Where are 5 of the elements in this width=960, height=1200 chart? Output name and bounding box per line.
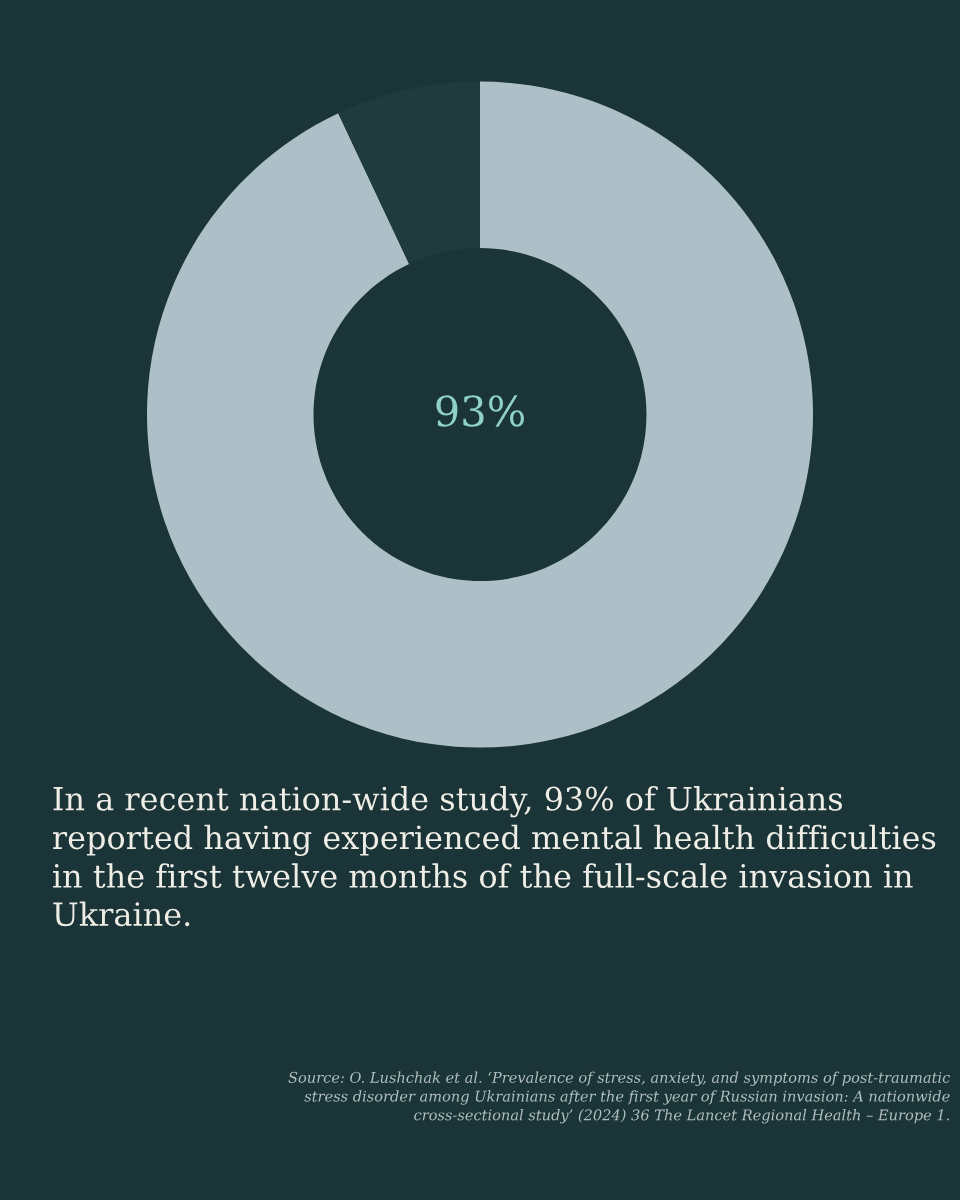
text: In a recent nation-wide study, 93% of Ukrainians reported having experienced mental health difficulties in the first twelve months of the full-scale invasion in Ukraine. [52, 786, 936, 927]
data-label: 93% [436, 395, 525, 427]
source-note: Source: O. Lushchak et al. ‘Prevalence of stress, anxiety, and symptoms of post-traumatic stress disorder among Ukrainians after the first year of Russian invasion: A nationwide cross-sectional study’ (2024) 36 The Lancet Regional Health – Europe 1. [288, 1071, 951, 1124]
donut-slice [338, 81, 480, 264]
donut-slice [147, 81, 813, 748]
